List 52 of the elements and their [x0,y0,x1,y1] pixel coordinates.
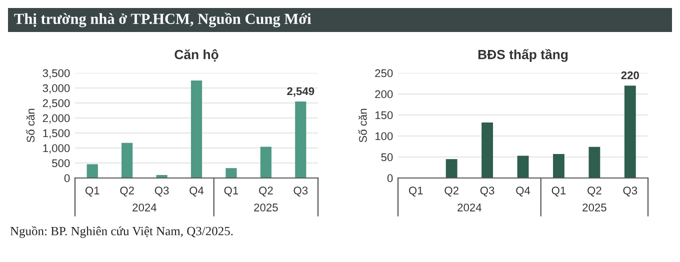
x-tick-label: Q1 [408,186,423,196]
y-tick-label: 100 [375,132,393,140]
bar [86,164,98,178]
text: Nguồn: BP. Nghiên cứu Việt Nam, Q3/2025. [10,226,233,238]
y-tick-label: 250 [375,69,393,78]
bar [295,102,306,178]
data-label: 2,549 [287,87,314,97]
x-tick-label: Q1 [85,186,100,196]
text: 2024 [132,204,156,212]
chart-title: Căn hộ [174,49,218,62]
x-tick-label: Q4 [516,186,530,196]
bar [122,142,133,178]
y-tick-label: 0 [387,174,393,182]
y-tick-label: 1,500 [43,129,70,138]
y-tick-label: 200 [375,90,393,98]
text: 2025 [582,204,606,212]
x-tick-label: Q2 [120,186,134,196]
y-tick-label: 3,000 [42,84,70,94]
bar [588,146,600,178]
x-tick-label: Q1 [552,186,566,196]
bar [553,154,564,178]
x-tick-label: Q3 [480,186,494,196]
text: 2024 [458,204,482,212]
y-tick-label: 2,500 [42,99,70,108]
y-axis-title: Số căn [26,108,35,142]
text: Thị trường nhà ở TP.HCM, Nguồn Cung Mới [14,12,312,28]
y-axis-title: Số căn [358,108,367,142]
text: 2025 [254,204,278,212]
bar [226,168,237,178]
bar [517,156,529,178]
x-tick-label: Q3 [294,186,308,196]
x-tick-label: Q1 [224,186,238,196]
data-label: 220 [621,71,639,80]
y-tick-label: 500 [52,159,70,168]
chart-title: BĐS thấp tầng [478,48,568,62]
bar [624,86,636,178]
x-tick-label: Q4 [190,186,204,196]
x-tick-label: Q3 [623,186,638,196]
x-tick-label: Q2 [588,186,602,196]
y-tick-label: 1,000 [43,144,70,154]
bar [190,80,202,178]
bar [446,159,458,178]
x-tick-label: Q2 [259,186,273,196]
bar [482,122,493,178]
y-tick-label: 3,500 [42,69,70,78]
x-tick-label: Q3 [154,186,169,196]
y-tick-label: 150 [375,111,393,120]
y-tick-label: 2,000 [42,114,70,124]
y-tick-label: 0 [64,174,70,182]
y-tick-label: 50 [381,153,393,162]
x-tick-label: Q2 [444,186,458,196]
bar [260,146,272,178]
